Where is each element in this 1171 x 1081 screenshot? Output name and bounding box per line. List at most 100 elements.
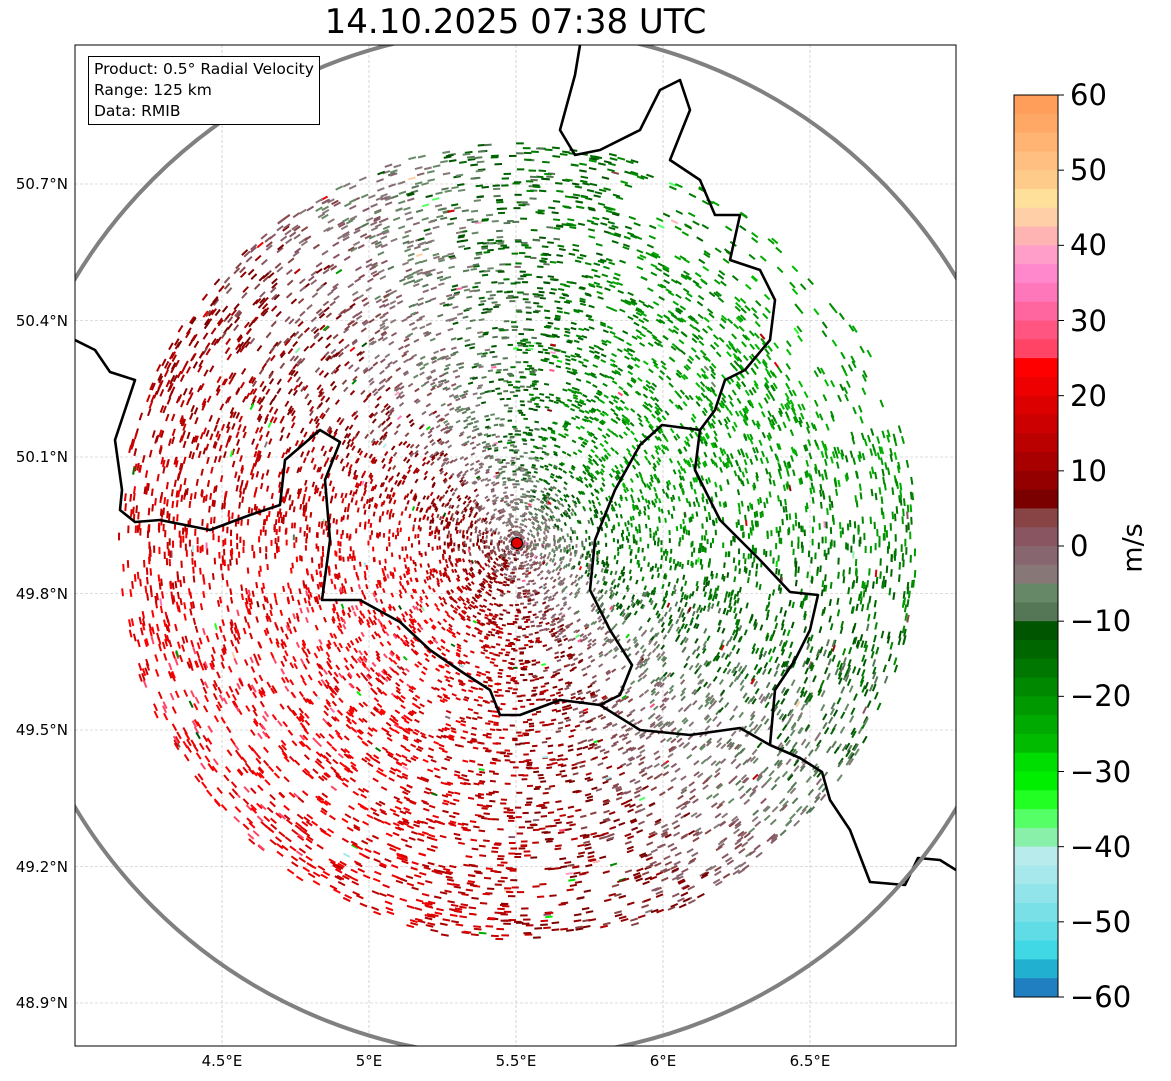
velocity-gate: [880, 496, 884, 504]
velocity-gate: [341, 439, 346, 446]
velocity-gate: [470, 417, 476, 421]
velocity-gate: [659, 791, 666, 797]
velocity-gate: [370, 620, 375, 626]
velocity-gate: [617, 503, 622, 509]
velocity-gate: [420, 552, 423, 558]
velocity-gate: [261, 385, 267, 392]
velocity-gate: [540, 919, 549, 923]
velocity-gate: [372, 511, 376, 517]
velocity-gate: [753, 383, 760, 390]
velocity-gate: [225, 338, 232, 346]
velocity-gate: [851, 581, 855, 590]
velocity-gate: [508, 811, 516, 814]
velocity-gate: [763, 661, 769, 669]
velocity-gate: [342, 585, 346, 592]
velocity-gate: [559, 400, 565, 405]
velocity-gate: [431, 654, 437, 659]
velocity-gate: [526, 784, 533, 788]
velocity-gate: [423, 228, 431, 232]
velocity-gate: [342, 852, 351, 858]
velocity-gate: [573, 913, 582, 917]
velocity-gate: [287, 376, 293, 383]
velocity-gate: [483, 812, 490, 816]
velocity-gate: [442, 457, 448, 462]
velocity-gate: [563, 498, 568, 503]
velocity-gate: [349, 546, 352, 552]
velocity-gate: [461, 513, 466, 519]
velocity-gate: [259, 529, 262, 536]
velocity-gate: [533, 539, 537, 543]
velocity-gate: [733, 828, 741, 835]
velocity-gate: [265, 546, 268, 553]
velocity-gate: [176, 731, 182, 740]
velocity-gate: [478, 462, 483, 466]
velocity-gate: [346, 533, 349, 539]
velocity-gate: [526, 615, 531, 619]
velocity-gate: [639, 489, 643, 495]
velocity-gate: [499, 329, 505, 332]
velocity-gate: [401, 817, 409, 822]
velocity-gate: [490, 539, 493, 544]
velocity-gate: [467, 381, 474, 385]
velocity-gate: [723, 701, 730, 709]
velocity-gate: [535, 730, 541, 734]
velocity-gate: [889, 641, 894, 650]
velocity-gate: [519, 652, 524, 655]
velocity-gate: [585, 910, 594, 914]
velocity-gate: [750, 674, 756, 682]
velocity-gate: [513, 688, 518, 691]
velocity-gate: [368, 472, 373, 478]
velocity-gate: [465, 326, 472, 330]
velocity-gate: [626, 686, 633, 691]
velocity-gate: [332, 241, 340, 247]
velocity-gate: [214, 623, 218, 631]
velocity-gate: [382, 443, 387, 449]
velocity-gate: [902, 591, 906, 599]
velocity-gate: [315, 268, 323, 274]
velocity-gate: [762, 766, 769, 774]
velocity-gate: [450, 287, 458, 292]
velocity-gate: [871, 671, 877, 680]
velocity-gate: [824, 536, 827, 544]
velocity-gate: [844, 393, 849, 402]
velocity-gate: [525, 625, 530, 629]
velocity-gate: [496, 857, 504, 861]
velocity-gate: [579, 299, 586, 304]
velocity-gate: [476, 442, 481, 447]
velocity-gate: [779, 606, 783, 614]
velocity-gate: [346, 826, 354, 832]
velocity-gate: [742, 354, 749, 362]
velocity-gate: [734, 820, 742, 827]
velocity-gate: [497, 281, 505, 285]
velocity-gate: [520, 840, 528, 843]
velocity-gate: [583, 476, 588, 482]
velocity-gate: [633, 642, 639, 648]
velocity-gate: [538, 628, 544, 632]
velocity-gate: [528, 344, 535, 348]
velocity-gate: [556, 807, 564, 811]
velocity-gate: [471, 847, 479, 851]
velocity-gate: [478, 335, 484, 339]
velocity-gate: [432, 377, 438, 382]
velocity-gate: [344, 665, 350, 671]
velocity-gate: [596, 625, 602, 631]
velocity-gate: [370, 203, 378, 208]
velocity-gate: [425, 602, 430, 608]
velocity-gate: [789, 281, 796, 289]
velocity-gate: [370, 221, 378, 226]
velocity-gate: [188, 338, 194, 347]
velocity-gate: [675, 293, 682, 299]
velocity-gate: [501, 521, 506, 525]
velocity-gate: [593, 475, 598, 481]
velocity-gate: [362, 874, 371, 880]
velocity-gate: [563, 637, 569, 642]
velocity-gate: [653, 602, 658, 609]
velocity-gate: [689, 516, 693, 522]
velocity-gate: [478, 529, 482, 534]
velocity-gate: [563, 481, 568, 486]
velocity-gate: [870, 488, 874, 497]
velocity-gate: [434, 529, 437, 535]
velocity-gate: [476, 477, 482, 481]
velocity-gate: [342, 556, 345, 562]
velocity-gate: [464, 338, 471, 343]
